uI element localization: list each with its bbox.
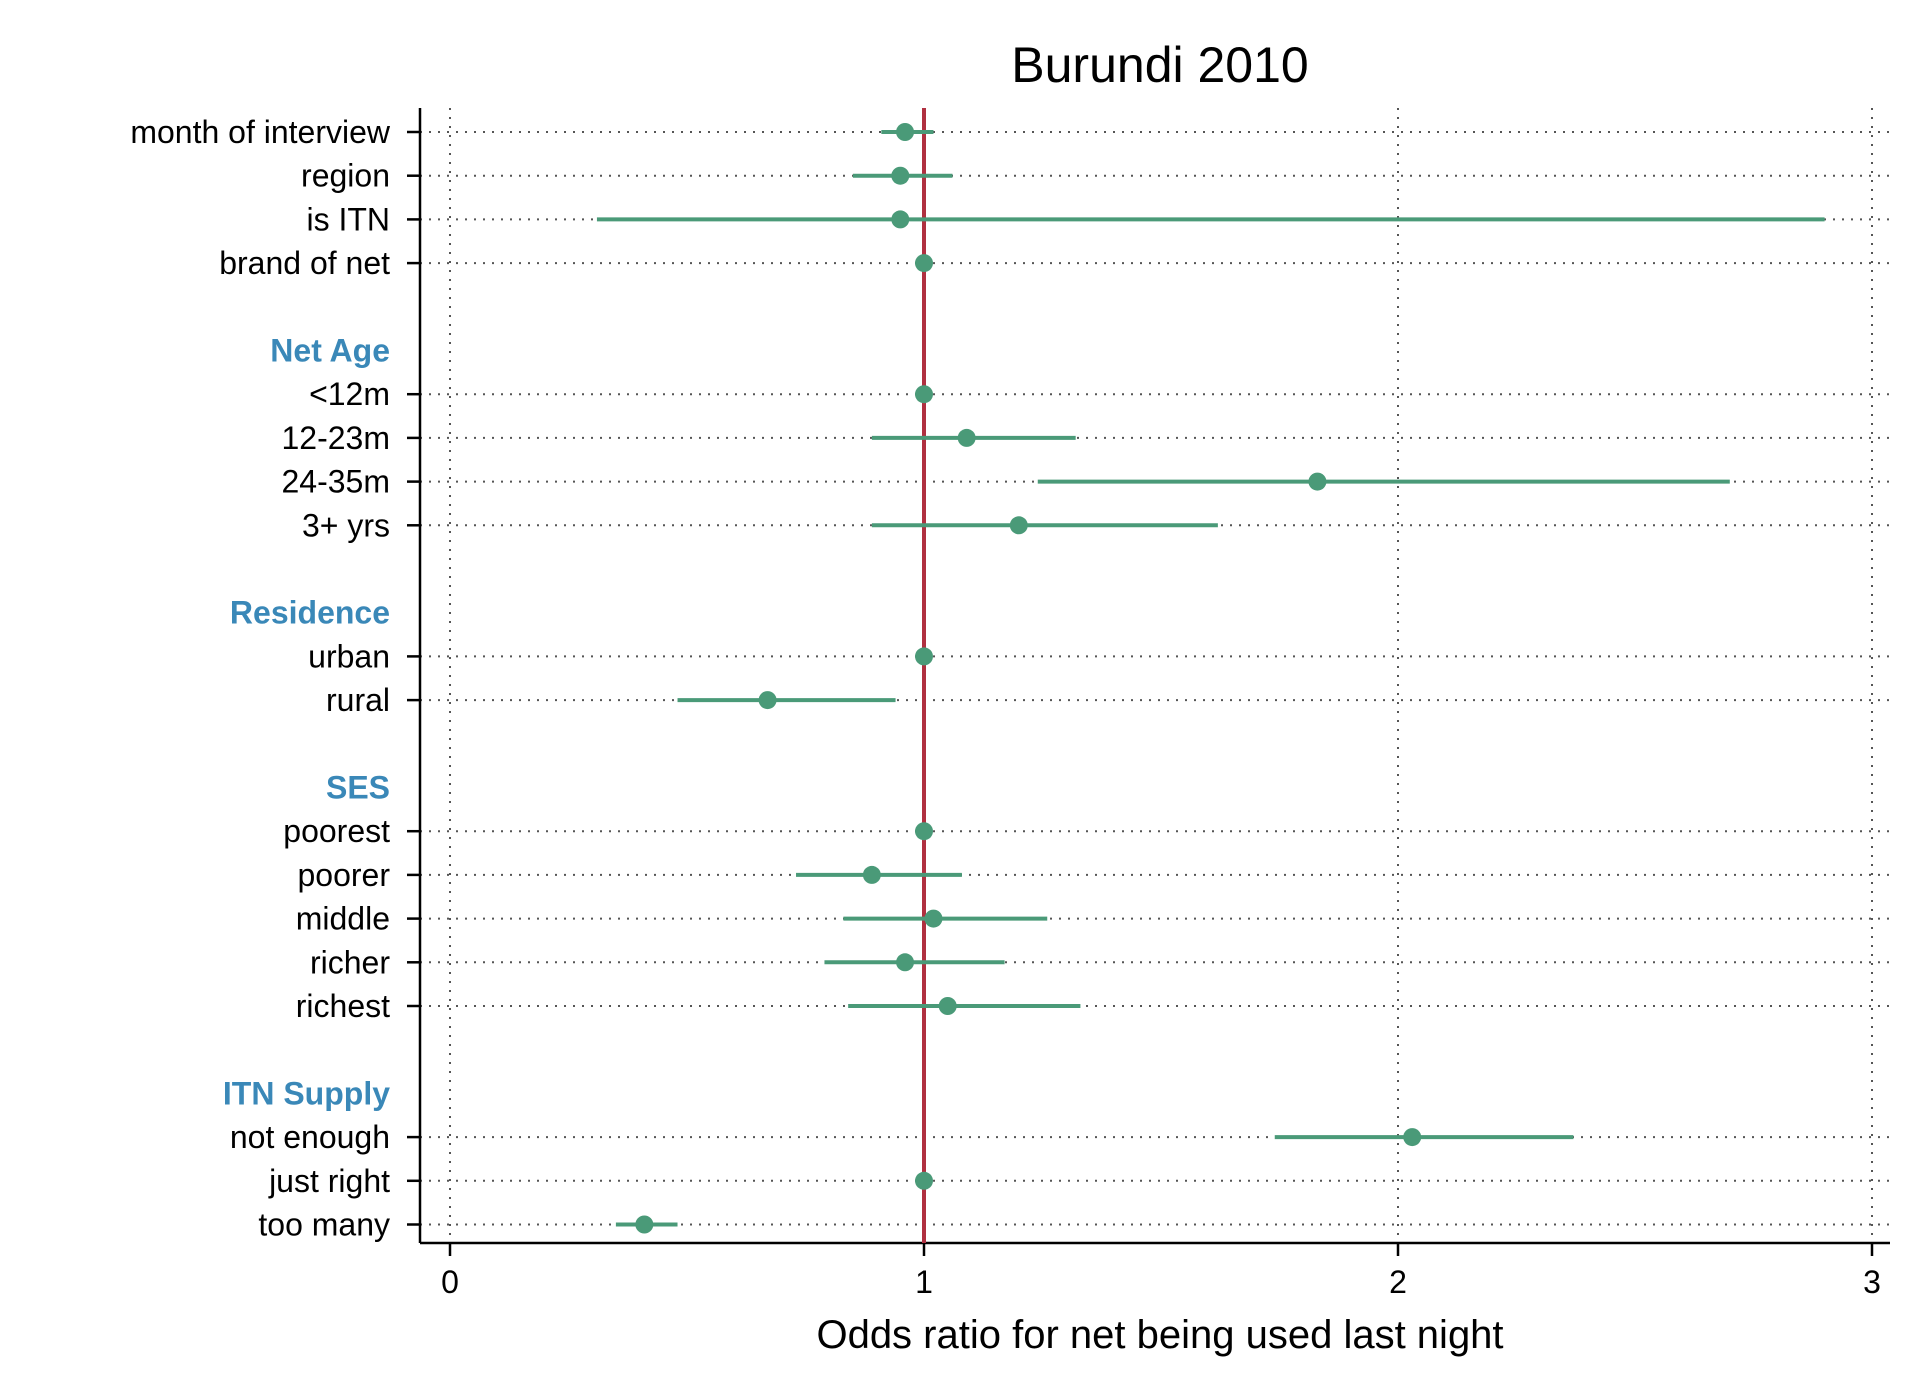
estimate-point xyxy=(1009,516,1028,535)
row-label: richer xyxy=(310,944,390,980)
row-label: poorer xyxy=(298,857,391,893)
row-label: poorest xyxy=(283,813,390,849)
chart-title: Burundi 2010 xyxy=(1011,37,1308,93)
row-label: rural xyxy=(326,682,390,718)
estimate-point xyxy=(891,210,910,229)
row-label: <12m xyxy=(309,376,390,412)
x-tick-label: 1 xyxy=(915,1264,933,1300)
estimate-point xyxy=(1403,1128,1422,1147)
estimate-point xyxy=(915,254,933,273)
row-label: middle xyxy=(296,901,390,937)
row-label: urban xyxy=(308,638,390,674)
group-label: ITN Supply xyxy=(223,1075,390,1111)
estimate-point xyxy=(896,123,915,141)
x-axis-title: Odds ratio for net being used last night xyxy=(816,1313,1503,1357)
grid-lines xyxy=(420,108,1890,1243)
row-label: too many xyxy=(258,1207,390,1243)
row-label: just right xyxy=(268,1163,390,1199)
row-label: richest xyxy=(296,988,390,1024)
estimate-point xyxy=(1308,472,1327,491)
row-label: is ITN xyxy=(306,201,390,237)
group-label: SES xyxy=(326,770,390,806)
estimate-point xyxy=(915,647,933,666)
estimate-point xyxy=(896,953,915,972)
row-label: month of interview xyxy=(130,114,391,150)
row-label: not enough xyxy=(230,1119,390,1155)
group-label: Net Age xyxy=(270,333,390,369)
estimate-point xyxy=(924,909,943,928)
row-label: 24-35m xyxy=(282,464,391,500)
x-tick-label: 0 xyxy=(441,1264,459,1300)
estimate-point xyxy=(915,822,933,841)
marks xyxy=(596,108,1825,1243)
group-label: Residence xyxy=(230,595,390,631)
estimate-point xyxy=(938,997,957,1015)
row-label: 12-23m xyxy=(282,420,391,456)
axes: 0 1 2 3 xyxy=(407,108,1890,1300)
row-label: 3+ yrs xyxy=(302,507,390,543)
estimate-point xyxy=(957,428,976,447)
row-label: brand of net xyxy=(219,245,390,281)
estimate-point xyxy=(758,691,777,710)
x-tick-label: 3 xyxy=(1863,1264,1881,1300)
estimate-point xyxy=(915,1171,933,1190)
estimate-point xyxy=(635,1215,654,1234)
row-label: region xyxy=(301,158,390,194)
estimate-point xyxy=(915,385,933,404)
estimate-point xyxy=(891,166,910,185)
estimate-point xyxy=(862,865,881,884)
rows: month of interview region is ITN brand of n… xyxy=(130,114,391,1243)
x-tick-label: 2 xyxy=(1389,1264,1407,1300)
